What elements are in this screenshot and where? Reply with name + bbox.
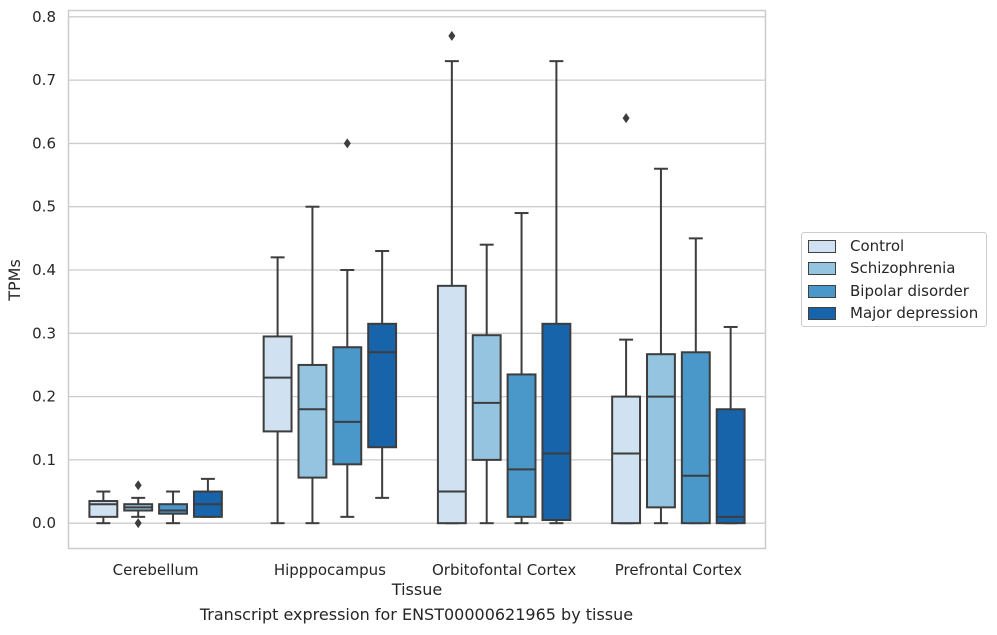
box-body-orbitofontal-cortex-major-depression	[541, 322, 572, 522]
legend-label-major-depression: Major depression	[850, 304, 979, 322]
legend-swatch-control	[808, 239, 836, 253]
legend-label-schizophrenia: Schizophrenia	[850, 259, 956, 277]
y-tick-label-0-3: 0.3	[32, 324, 56, 342]
x-tick-labels: Cerebellum Hipppocampus Orbitofontal Corte…	[113, 561, 742, 579]
box-body-orbitofontal-cortex-bipolar-disorder	[506, 373, 537, 518]
y-tick-label-0-8: 0.8	[32, 8, 56, 26]
box-hipppocampus-major-depression	[367, 250, 398, 499]
box-prefrontal-cortex-control	[611, 113, 642, 525]
outlier-hipppocampus-bipolar-disorder-0	[343, 138, 351, 149]
outlier-orbitofontal-cortex-control-0	[448, 30, 456, 41]
legend: Control Schizophrenia Bipolar disorder M…	[801, 232, 987, 327]
x-axis-label: Tissue	[391, 580, 442, 599]
figure-caption: Transcript expression for ENST0000062196…	[199, 605, 634, 624]
y-tick-label-0-2: 0.2	[32, 388, 56, 406]
box-cerebellum-bipolar-disorder	[158, 490, 188, 525]
box-body-hipppocampus-bipolar-disorder	[332, 346, 363, 466]
legend-item-major-depression: Major depression	[808, 303, 978, 323]
box-body-orbitofontal-cortex-schizophrenia	[471, 334, 502, 461]
box-cerebellum-control	[88, 490, 119, 525]
box-body-prefrontal-cortex-schizophrenia	[646, 353, 676, 509]
legend-swatch-schizophrenia	[808, 261, 836, 275]
box-hipppocampus-control	[262, 256, 293, 525]
y-tick-label-0-5: 0.5	[32, 198, 56, 216]
box-hipppocampus-schizophrenia	[297, 205, 328, 525]
outlier-cerebellum-schizophrenia-1	[134, 518, 142, 529]
outlier-prefrontal-cortex-control-0	[622, 113, 630, 124]
y-tick-label-0-7: 0.7	[32, 71, 56, 89]
box-body-orbitofontal-cortex-control	[436, 284, 467, 525]
y-axis-label: TPMs	[5, 259, 24, 302]
grid-lines	[68, 16, 766, 524]
box-body-hipppocampus-schizophrenia	[297, 363, 328, 479]
box-cerebellum-schizophrenia	[123, 480, 154, 529]
box-body-prefrontal-cortex-major-depression	[715, 408, 746, 525]
legend-swatch-major-depression	[808, 306, 836, 320]
box-prefrontal-cortex-bipolar-disorder	[680, 237, 711, 525]
y-tick-label-0-4: 0.4	[32, 261, 56, 279]
plot-frame	[67, 9, 767, 550]
box-body-prefrontal-cortex-control	[611, 395, 642, 525]
outlier-cerebellum-schizophrenia-0	[134, 480, 142, 491]
legend-item-schizophrenia: Schizophrenia	[808, 258, 955, 278]
legend-swatch-bipolar-disorder	[808, 284, 836, 298]
box-layer	[88, 30, 746, 529]
y-tick-label-0-0: 0.0	[32, 514, 56, 532]
box-body-prefrontal-cortex-bipolar-disorder	[680, 351, 711, 525]
y-tick-label-0-1: 0.1	[32, 451, 56, 469]
x-tick-label-cerebellum: Cerebellum	[113, 561, 199, 579]
box-body-cerebellum-bipolar-disorder	[158, 503, 188, 515]
box-orbitofontal-cortex-major-depression	[541, 60, 572, 525]
box-orbitofontal-cortex-control	[436, 30, 467, 525]
x-tick-label-orbitofontal-cortex: Orbitofontal Cortex	[432, 561, 576, 579]
x-tick-label-hipppocampus: Hipppocampus	[274, 561, 386, 579]
x-tick-label-prefrontal-cortex: Prefrontal Cortex	[615, 561, 742, 579]
legend-label-bipolar-disorder: Bipolar disorder	[850, 282, 969, 300]
y-tick-label-0-6: 0.6	[32, 134, 56, 152]
legend-label-control: Control	[850, 237, 905, 255]
box-cerebellum-major-depression	[192, 477, 223, 518]
box-orbitofontal-cortex-schizophrenia	[471, 243, 502, 525]
box-prefrontal-cortex-major-depression	[715, 325, 746, 525]
box-body-hipppocampus-control	[262, 335, 293, 433]
box-hipppocampus-bipolar-disorder	[332, 138, 363, 518]
box-orbitofontal-cortex-bipolar-disorder	[506, 212, 537, 525]
box-prefrontal-cortex-schizophrenia	[646, 167, 676, 525]
legend-item-control: Control	[808, 236, 904, 256]
legend-item-bipolar-disorder: Bipolar disorder	[808, 281, 969, 301]
y-tick-labels: 0.0 0.1 0.2 0.3 0.4 0.5 0.6 0.7 0.8	[32, 8, 56, 532]
box-body-hipppocampus-major-depression	[367, 322, 398, 449]
